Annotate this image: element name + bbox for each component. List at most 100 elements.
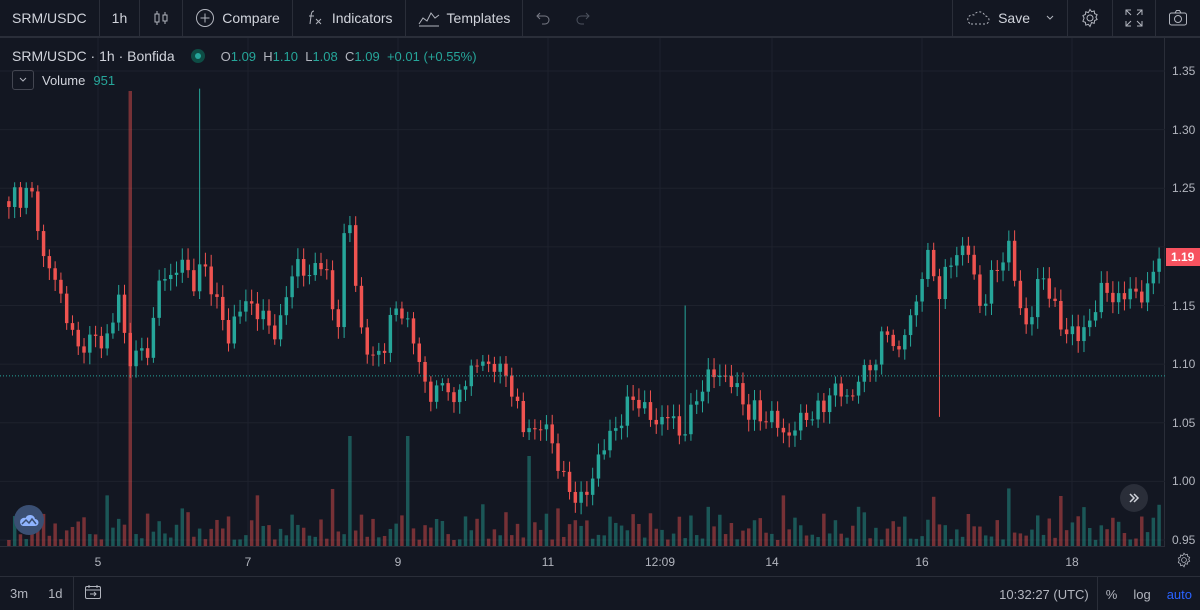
candle-body <box>983 303 988 306</box>
candle-body <box>1076 326 1080 342</box>
templates-label: Templates <box>446 10 511 26</box>
candle-body <box>475 365 479 367</box>
fullscreen-button[interactable] <box>1112 0 1155 36</box>
candle-body <box>47 256 52 269</box>
candle-body <box>365 327 369 355</box>
candle-body <box>660 416 664 425</box>
collapse-legend-button[interactable] <box>12 70 34 90</box>
bottom-toolbar: 3m 1d 10:32:27 (UTC) % log auto <box>0 576 1200 610</box>
candlestick-chart[interactable] <box>0 38 1165 546</box>
volume-bar <box>868 538 872 546</box>
auto-scale-toggle[interactable]: auto <box>1166 586 1192 602</box>
volume-bar <box>764 532 768 546</box>
candle-body <box>972 254 976 275</box>
volume-bar <box>966 514 971 546</box>
brand-logo[interactable] <box>14 505 44 535</box>
candle-body <box>36 191 40 232</box>
volume-bar <box>1157 504 1161 546</box>
volume-bar <box>746 528 751 546</box>
candle-body <box>891 334 895 347</box>
candle-body <box>267 310 271 326</box>
chart-pane[interactable] <box>0 38 1165 546</box>
compare-label: Compare <box>222 10 280 26</box>
volume-bar <box>325 538 329 546</box>
volume-bar <box>504 512 508 546</box>
candle-body <box>666 416 670 419</box>
candle-body <box>677 416 682 436</box>
save-button[interactable]: Save <box>952 0 1067 36</box>
volume-bar <box>654 528 658 546</box>
candle-body <box>978 274 982 306</box>
range-3m-button[interactable]: 3m <box>10 586 29 601</box>
candle-body <box>1134 288 1138 292</box>
axis-settings-button[interactable] <box>1176 552 1192 571</box>
date-range-button[interactable] <box>74 584 112 603</box>
candle-body <box>301 259 306 276</box>
candle-body <box>330 270 335 310</box>
redo-button[interactable] <box>563 0 603 36</box>
volume-bar <box>1105 529 1109 546</box>
price-axis[interactable] <box>1166 38 1200 546</box>
candle-body <box>226 320 231 344</box>
volume-bar <box>931 496 936 546</box>
candle-body <box>706 369 711 392</box>
templates-button[interactable]: Templates <box>406 0 524 36</box>
volume-bar <box>694 535 699 546</box>
volume-label[interactable]: Volume <box>42 72 86 88</box>
chart-type-button[interactable] <box>140 0 184 36</box>
candle-body <box>694 401 699 405</box>
volume-bar <box>804 535 809 546</box>
percent-scale-toggle[interactable]: % <box>1105 586 1118 602</box>
undo-button[interactable] <box>523 0 563 36</box>
volume-bar <box>463 516 468 546</box>
candle-body <box>585 491 589 495</box>
volume-bar <box>47 535 52 546</box>
indicators-button[interactable]: Indicators <box>293 0 406 36</box>
time-axis[interactable] <box>0 546 1165 576</box>
gear-icon <box>1177 552 1191 568</box>
settings-button[interactable] <box>1067 0 1112 36</box>
volume-bar <box>221 528 225 546</box>
snapshot-button[interactable] <box>1155 0 1200 36</box>
time-tick-label: 9 <box>394 555 402 569</box>
market-status-icon[interactable] <box>190 49 205 63</box>
candle-body <box>712 369 716 378</box>
volume-bar <box>1024 535 1028 546</box>
candle-body <box>446 383 450 393</box>
candle-body <box>405 318 410 320</box>
volume-bar <box>666 539 670 546</box>
volume-bar <box>481 504 485 546</box>
volume-bar <box>908 538 913 546</box>
utc-clock[interactable]: 10:32:27 (UTC) <box>999 586 1089 602</box>
candle-body <box>353 225 358 286</box>
volume-bar <box>140 538 144 546</box>
compare-button[interactable]: Compare <box>183 0 293 36</box>
range-1d-button[interactable]: 1d <box>48 586 63 601</box>
volume-bar <box>330 488 335 546</box>
interval-button[interactable]: 1h <box>100 0 141 36</box>
candle-body <box>683 434 687 436</box>
candle-body <box>544 424 549 430</box>
volume-bar <box>527 456 531 546</box>
price-tick-label: 1.25 <box>1172 181 1196 196</box>
volume-bar <box>244 535 248 546</box>
volume-bar <box>891 521 895 546</box>
candle-body <box>851 395 855 397</box>
candle-body <box>157 280 161 318</box>
volume-bar <box>93 534 98 546</box>
volume-bar <box>879 539 884 546</box>
candle-body <box>741 383 745 405</box>
log-scale-toggle[interactable]: log <box>1133 586 1151 602</box>
volume-bar <box>232 539 237 546</box>
volume-bar <box>983 535 988 546</box>
candle-body <box>400 308 404 319</box>
volume-bar <box>706 506 711 546</box>
series-title[interactable]: SRM/USDC · 1h · Bonfida <box>12 48 175 64</box>
volume-bar <box>752 520 757 546</box>
scroll-to-realtime-button[interactable] <box>1120 484 1148 512</box>
candle-body <box>1116 293 1121 303</box>
symbol-search-button[interactable]: SRM/USDC <box>0 0 100 36</box>
volume-bar <box>533 522 537 546</box>
candle-body <box>197 264 202 292</box>
volume-bar <box>637 523 641 546</box>
